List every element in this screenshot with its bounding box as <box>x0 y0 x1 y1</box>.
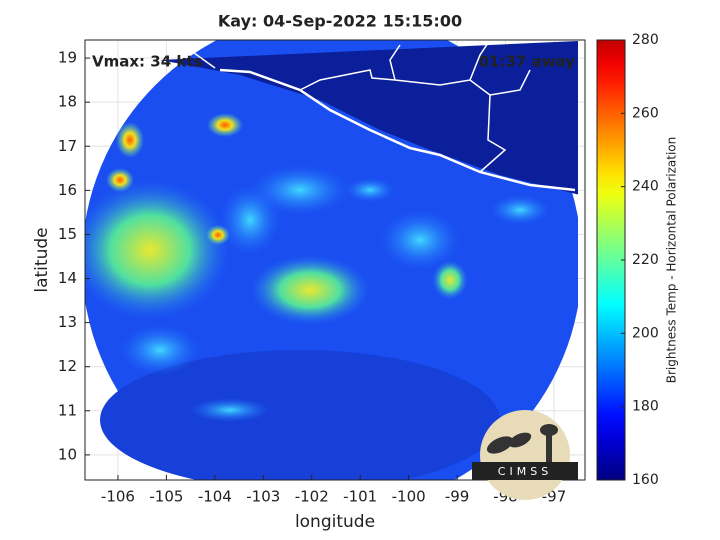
y-tick-label: 13 <box>58 313 77 331</box>
swath <box>85 40 578 480</box>
y-tick-label: 16 <box>58 181 77 199</box>
annotation: Vmax: 34 kts <box>92 53 202 71</box>
y-axis-label: latitude <box>32 227 52 292</box>
y-tick-label: 10 <box>58 445 77 463</box>
colorbar-scale <box>596 39 626 481</box>
colorbar-tick-label: 280 <box>632 32 659 48</box>
colorbar-tick-label: 260 <box>632 105 659 121</box>
colorbar-tick-label: 160 <box>632 472 659 488</box>
logo-text: CIMSS <box>498 465 552 478</box>
logo: CIMSS <box>472 410 578 500</box>
colorbar-tick-label: 180 <box>632 399 659 415</box>
y-tick-label: 18 <box>58 93 77 111</box>
colorbar-tick-label: 240 <box>632 179 659 195</box>
x-tick-label: -105 <box>149 488 183 506</box>
x-tick-label: -106 <box>101 488 135 506</box>
annotation: 01:37 away <box>479 53 576 71</box>
x-axis-label: longitude <box>295 512 375 532</box>
x-tick-label: -102 <box>295 488 329 506</box>
chart-title: Kay: 04-Sep-2022 15:15:00 <box>218 12 462 31</box>
colorbar: 160 180 200 220 240 260 280 <box>596 32 659 488</box>
x-tick-label: -104 <box>198 488 232 506</box>
x-tick-label: -103 <box>246 488 280 506</box>
colorbar-tick-label: 200 <box>632 325 659 341</box>
colorbar-tick-label: 220 <box>632 252 659 268</box>
y-tick-label: 15 <box>58 225 77 243</box>
x-tick-label: -101 <box>343 488 377 506</box>
x-tick-label: -99 <box>445 488 470 506</box>
y-tick-label: 19 <box>58 49 77 67</box>
y-tick-label: 12 <box>58 357 77 375</box>
y-tick-label: 14 <box>58 269 77 287</box>
axes: -106 -105 -104 -103 -102 -101 -100 -99 -98 -97101… <box>58 49 566 506</box>
colorbar-label: Brightness Temp - Horizontal Polarizatio… <box>665 137 679 384</box>
y-tick-label: 17 <box>58 137 77 155</box>
plot-frame <box>84 39 586 481</box>
x-tick-label: -100 <box>392 488 426 506</box>
y-tick-label: 11 <box>58 401 77 419</box>
